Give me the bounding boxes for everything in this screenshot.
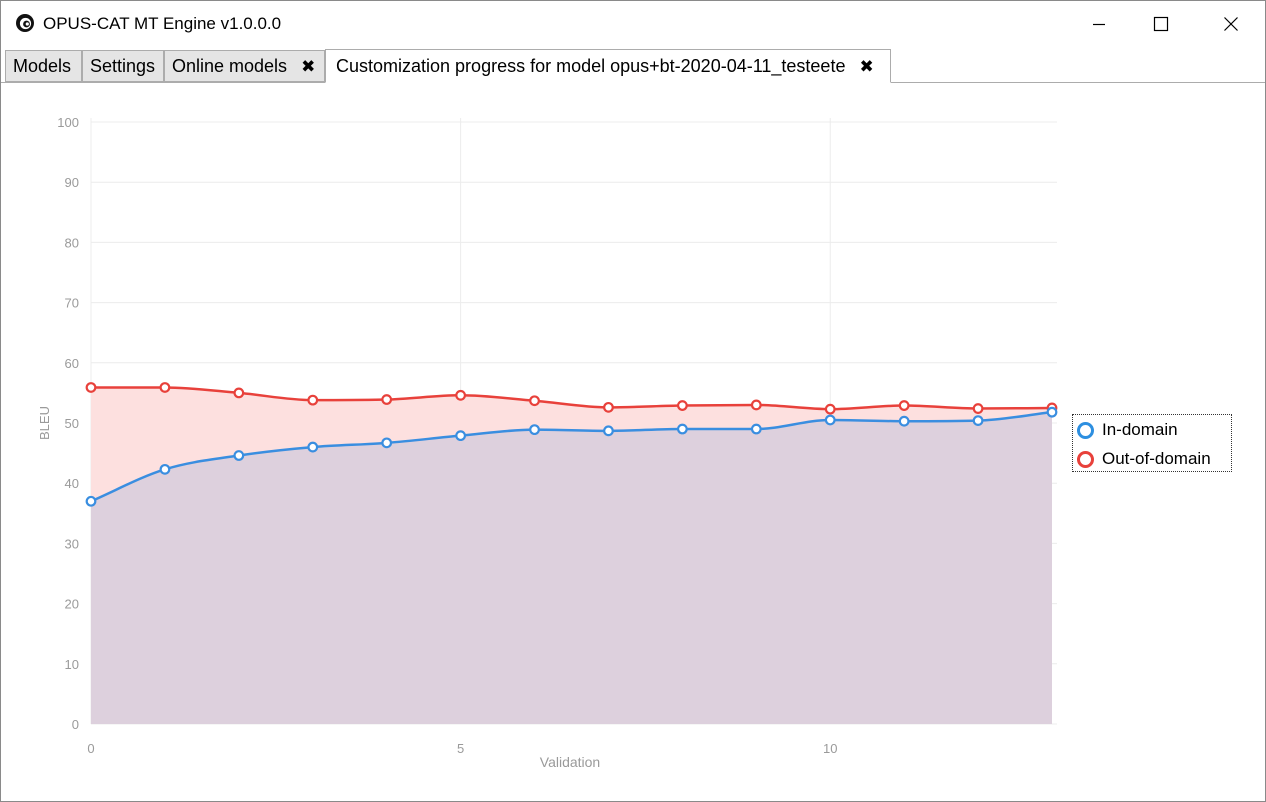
y-tick-label: 100 xyxy=(57,115,79,130)
tab-label: Customization progress for model opus+bt… xyxy=(336,55,846,76)
line-in-domain xyxy=(90,410,1053,503)
y-tick-label: 20 xyxy=(65,597,79,612)
y-tick-label: 90 xyxy=(65,175,79,190)
bleu-chart: 0 10 20 30 40 50 60 70 80 90 100 0 5 10 BLEU Validat… xyxy=(37,115,1058,770)
point-out-of-domain[interactable] xyxy=(824,403,836,415)
maximize-button[interactable] xyxy=(1138,1,1184,46)
y-tick-label: 70 xyxy=(65,296,79,311)
minimize-icon xyxy=(1093,23,1105,25)
title-bar[interactable]: OPUS-CAT MT Engine v1.0.0.0 xyxy=(1,1,1265,46)
chart-area: 0 10 20 30 40 50 60 70 80 90 100 0 5 10 BLEU Validat… xyxy=(1,83,1265,801)
area-in-domain xyxy=(91,412,1052,724)
x-tick-label: 0 xyxy=(87,741,94,756)
close-icon xyxy=(1224,16,1238,31)
point-in-domain[interactable] xyxy=(455,430,467,442)
tab-models[interactable]: Models xyxy=(5,50,82,82)
point-in-domain[interactable] xyxy=(529,424,540,436)
point-in-domain[interactable] xyxy=(898,415,910,427)
point-in-domain[interactable] xyxy=(676,423,688,435)
x-tick-label: 5 xyxy=(457,741,464,756)
x-tick-label: 10 xyxy=(823,741,837,756)
y-tick-label: 30 xyxy=(65,536,79,551)
line-out-of-domain xyxy=(90,386,1053,411)
y-axis-label: BLEU xyxy=(37,406,52,440)
point-out-of-domain[interactable] xyxy=(307,394,319,406)
legend-item-out-of-domain[interactable]: Out-of-domain xyxy=(1077,446,1211,472)
point-in-domain[interactable] xyxy=(233,450,245,461)
point-in-domain[interactable] xyxy=(750,423,762,435)
point-out-of-domain[interactable] xyxy=(898,400,910,411)
point-out-of-domain[interactable] xyxy=(529,395,540,407)
point-in-domain[interactable] xyxy=(1046,406,1058,418)
point-out-of-domain[interactable] xyxy=(381,394,393,405)
x-axis-label: Validation xyxy=(540,754,600,770)
point-in-domain[interactable] xyxy=(824,414,836,426)
y-tick-label: 80 xyxy=(65,235,79,250)
point-in-domain[interactable] xyxy=(603,425,614,437)
app-logo-icon xyxy=(16,14,34,32)
tab-customization-progress[interactable]: Customization progress for model opus+bt… xyxy=(325,49,891,83)
tab-online-models[interactable]: Online models ✖ xyxy=(164,50,325,82)
tab-close-icon[interactable]: ✖ xyxy=(859,56,874,76)
point-out-of-domain[interactable] xyxy=(159,382,171,393)
tab-label: Online models xyxy=(172,55,288,76)
point-in-domain[interactable] xyxy=(85,495,97,507)
y-tick-label: 40 xyxy=(65,476,79,491)
point-out-of-domain[interactable] xyxy=(233,387,245,399)
point-out-of-domain[interactable] xyxy=(750,399,762,411)
legend-circle-icon xyxy=(1077,450,1094,468)
tab-strip: Models Settings Online models ✖ Customiz… xyxy=(1,46,1265,83)
point-in-domain[interactable] xyxy=(972,415,984,426)
tab-label: Settings xyxy=(90,55,156,76)
tab-label: Models xyxy=(13,55,72,76)
point-out-of-domain[interactable] xyxy=(85,382,97,393)
close-window-button[interactable] xyxy=(1208,1,1254,46)
tab-close-icon[interactable]: ✖ xyxy=(301,56,316,76)
legend-item-in-domain[interactable]: In-domain xyxy=(1077,417,1178,443)
point-out-of-domain[interactable] xyxy=(676,400,688,411)
point-in-domain[interactable] xyxy=(381,437,393,449)
y-tick-label: 10 xyxy=(65,657,79,672)
y-tick-label: 60 xyxy=(65,356,79,371)
legend-label: In-domain xyxy=(1102,420,1178,439)
legend-circle-icon xyxy=(1077,421,1094,439)
point-out-of-domain[interactable] xyxy=(455,389,467,401)
point-out-of-domain[interactable] xyxy=(603,401,614,413)
legend-label: Out-of-domain xyxy=(1102,449,1211,468)
point-in-domain[interactable] xyxy=(307,441,319,453)
maximize-icon xyxy=(1153,16,1169,31)
y-tick-label: 0 xyxy=(72,717,79,732)
y-tick-label: 50 xyxy=(65,416,79,431)
minimize-button[interactable] xyxy=(1076,1,1122,46)
point-out-of-domain[interactable] xyxy=(972,403,984,414)
chart-legend: In-domain Out-of-domain xyxy=(1072,414,1232,472)
point-in-domain[interactable] xyxy=(159,463,171,475)
window-title: OPUS-CAT MT Engine v1.0.0.0 xyxy=(43,14,282,33)
tab-settings[interactable]: Settings xyxy=(82,50,164,82)
